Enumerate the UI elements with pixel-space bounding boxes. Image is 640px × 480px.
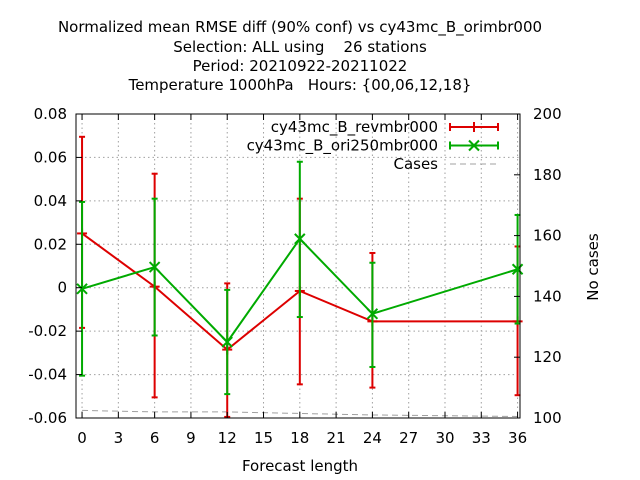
x-tick-label: 9 [186, 429, 196, 447]
y-tick-label: -0.02 [28, 322, 67, 340]
data-point-marker [76, 283, 88, 295]
title-line-4: Temperature 1000hPa Hours: {00,06,12,18} [128, 76, 472, 94]
title-line-1: Normalized mean RMSE diff (90% conf) vs … [58, 18, 542, 37]
y2-tick-label: 120 [533, 348, 562, 366]
series-layer [76, 135, 524, 418]
y-tick-label: -0.06 [28, 409, 67, 427]
x-axis-label: Forecast length [242, 457, 358, 475]
grid [76, 113, 520, 419]
data-point-marker [511, 263, 524, 275]
series-line [81, 237, 518, 344]
y-tick-label: 0.08 [34, 105, 67, 123]
data-point-marker [294, 233, 306, 245]
y2-tick-label: 140 [533, 287, 562, 305]
legend-label: cy43mc_B_revmbr000 [271, 118, 438, 137]
title-line-2: Selection: ALL using 26 stations [173, 38, 427, 56]
y2-tick-label: 160 [533, 227, 562, 245]
x-tick-label: 30 [435, 429, 454, 447]
legend-label: Cases [393, 155, 438, 173]
legend: cy43mc_B_revmbr000cy43mc_B_ori250mbr000C… [247, 118, 499, 173]
x-tick-label: 12 [218, 429, 237, 447]
chart-title: Normalized mean RMSE diff (90% conf) vs … [58, 18, 542, 94]
x-tick-label: 18 [290, 429, 309, 447]
axis-ticks: 0 3 6 9 12 15 18 21 24 27 30 33 36-0.06-0.04-0.0200.… [28, 105, 561, 447]
y-tick-label: -0.04 [28, 366, 67, 384]
data-point-marker [221, 336, 233, 348]
x-tick-label: 24 [363, 429, 382, 447]
y-tick-label: 0 [57, 279, 67, 297]
x-tick-label: 15 [254, 429, 273, 447]
y2-tick-label: 100 [533, 409, 562, 427]
x-tick-label: 6 [150, 429, 160, 447]
series-line [81, 232, 518, 351]
title-line-3: Period: 20210922-20211022 [193, 57, 408, 75]
y-tick-label: 0.04 [34, 192, 67, 210]
data-point-marker [148, 261, 161, 273]
y-tick-label: 0.06 [34, 148, 67, 166]
y2-tick-label: 200 [533, 105, 562, 123]
data-point-marker [468, 139, 480, 152]
x-tick-label: 36 [508, 429, 527, 447]
legend-label: cy43mc_B_ori250mbr000 [247, 137, 438, 156]
x-tick-label: 3 [114, 429, 124, 447]
y2-tick-label: 180 [533, 166, 562, 184]
x-tick-label: 21 [327, 429, 346, 447]
y-tick-label: 0.02 [34, 235, 67, 253]
plot-frame [75, 113, 521, 419]
x-tick-label: 33 [472, 429, 491, 447]
data-point-marker [366, 308, 379, 320]
series-2 [76, 160, 524, 396]
y2-axis-label: No cases [584, 233, 602, 301]
x-tick-label: 27 [399, 429, 418, 447]
x-tick-label: 0 [77, 429, 87, 447]
